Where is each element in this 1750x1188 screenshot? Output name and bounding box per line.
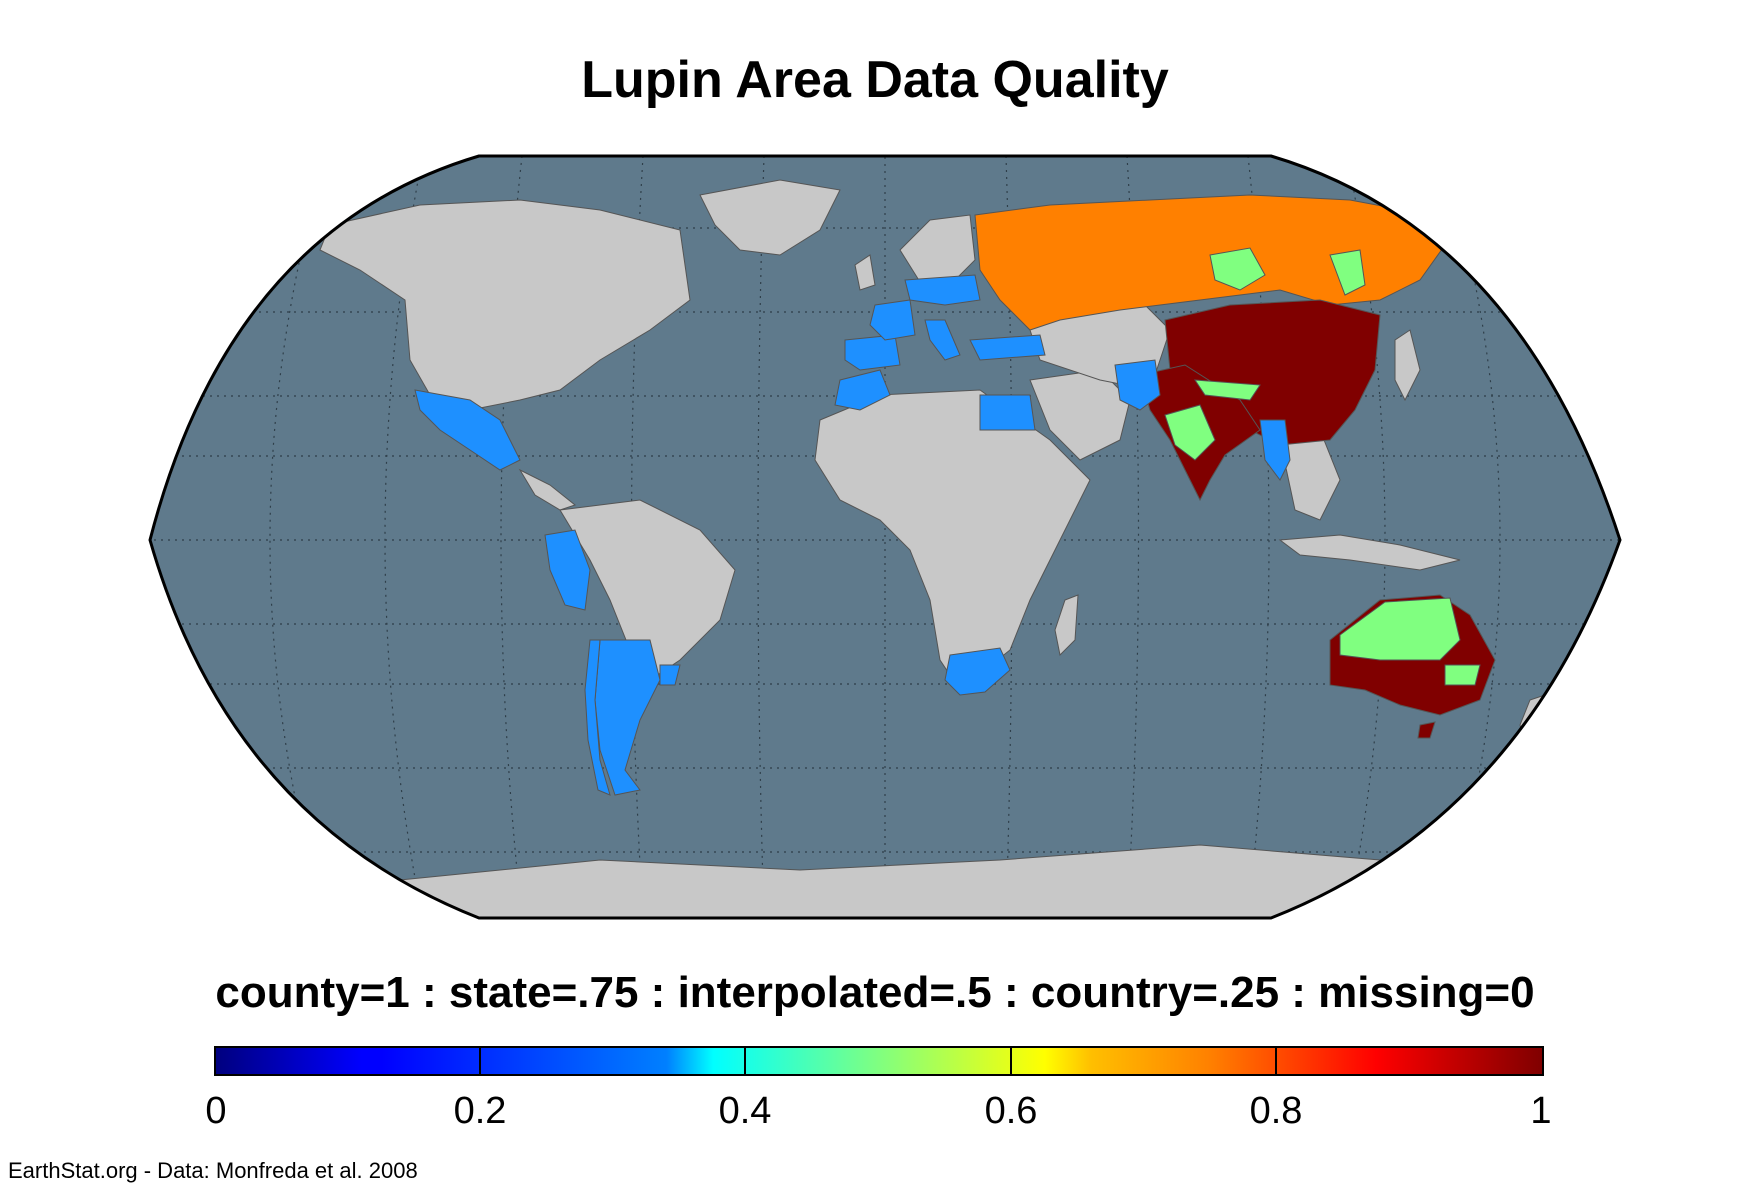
colorbar-tick	[1275, 1046, 1277, 1076]
region-morocco	[834, 369, 891, 411]
land-no-data	[319, 179, 1546, 918]
region-australia-interp-2	[1444, 664, 1481, 686]
region-mexico	[414, 389, 521, 471]
region-india-interp	[1164, 404, 1216, 461]
colorbar	[214, 1046, 1544, 1076]
region-greece-turkey	[969, 334, 1046, 361]
region-italy	[924, 319, 961, 361]
region-tasmania	[1417, 721, 1436, 739]
colorbar-tick	[1010, 1046, 1012, 1076]
colorbar-tick-label: 0.8	[1249, 1090, 1303, 1132]
land-data	[414, 194, 1496, 796]
credit-text: EarthStat.org - Data: Monfreda et al. 20…	[8, 1158, 418, 1183]
region-iberia	[844, 334, 901, 371]
region-central-europe	[904, 274, 981, 306]
region-peru	[544, 529, 591, 611]
region-russia-interp-2	[1329, 249, 1366, 296]
region-myanmar	[1259, 419, 1291, 481]
colorbar-tick-label: 0.2	[453, 1090, 507, 1132]
region-pakistan	[1114, 359, 1161, 411]
map-title: Lupin Area Data Quality	[581, 51, 1169, 109]
legend-caption: county=1 : state=.75 : interpolated=.5 :…	[215, 968, 1535, 1017]
region-france	[869, 299, 916, 341]
region-south-africa	[944, 647, 1011, 696]
colorbar-tick-label: 1	[1530, 1090, 1552, 1132]
colorbar-tick-label: 0.6	[984, 1090, 1038, 1132]
colorbar-tick-label: 0	[205, 1090, 227, 1132]
globe-outline	[148, 154, 1622, 920]
colorbar-tick	[744, 1046, 746, 1076]
region-russia	[974, 194, 1446, 331]
region-china-interp	[1194, 379, 1261, 401]
region-chile	[584, 639, 611, 796]
region-australia-interp	[1339, 597, 1461, 661]
region-egypt	[979, 394, 1036, 431]
colorbar-tick	[479, 1046, 481, 1076]
colorbar-tick-label: 0.4	[718, 1090, 772, 1132]
region-russia-interp-1	[1209, 247, 1266, 291]
region-uruguay	[659, 664, 681, 686]
